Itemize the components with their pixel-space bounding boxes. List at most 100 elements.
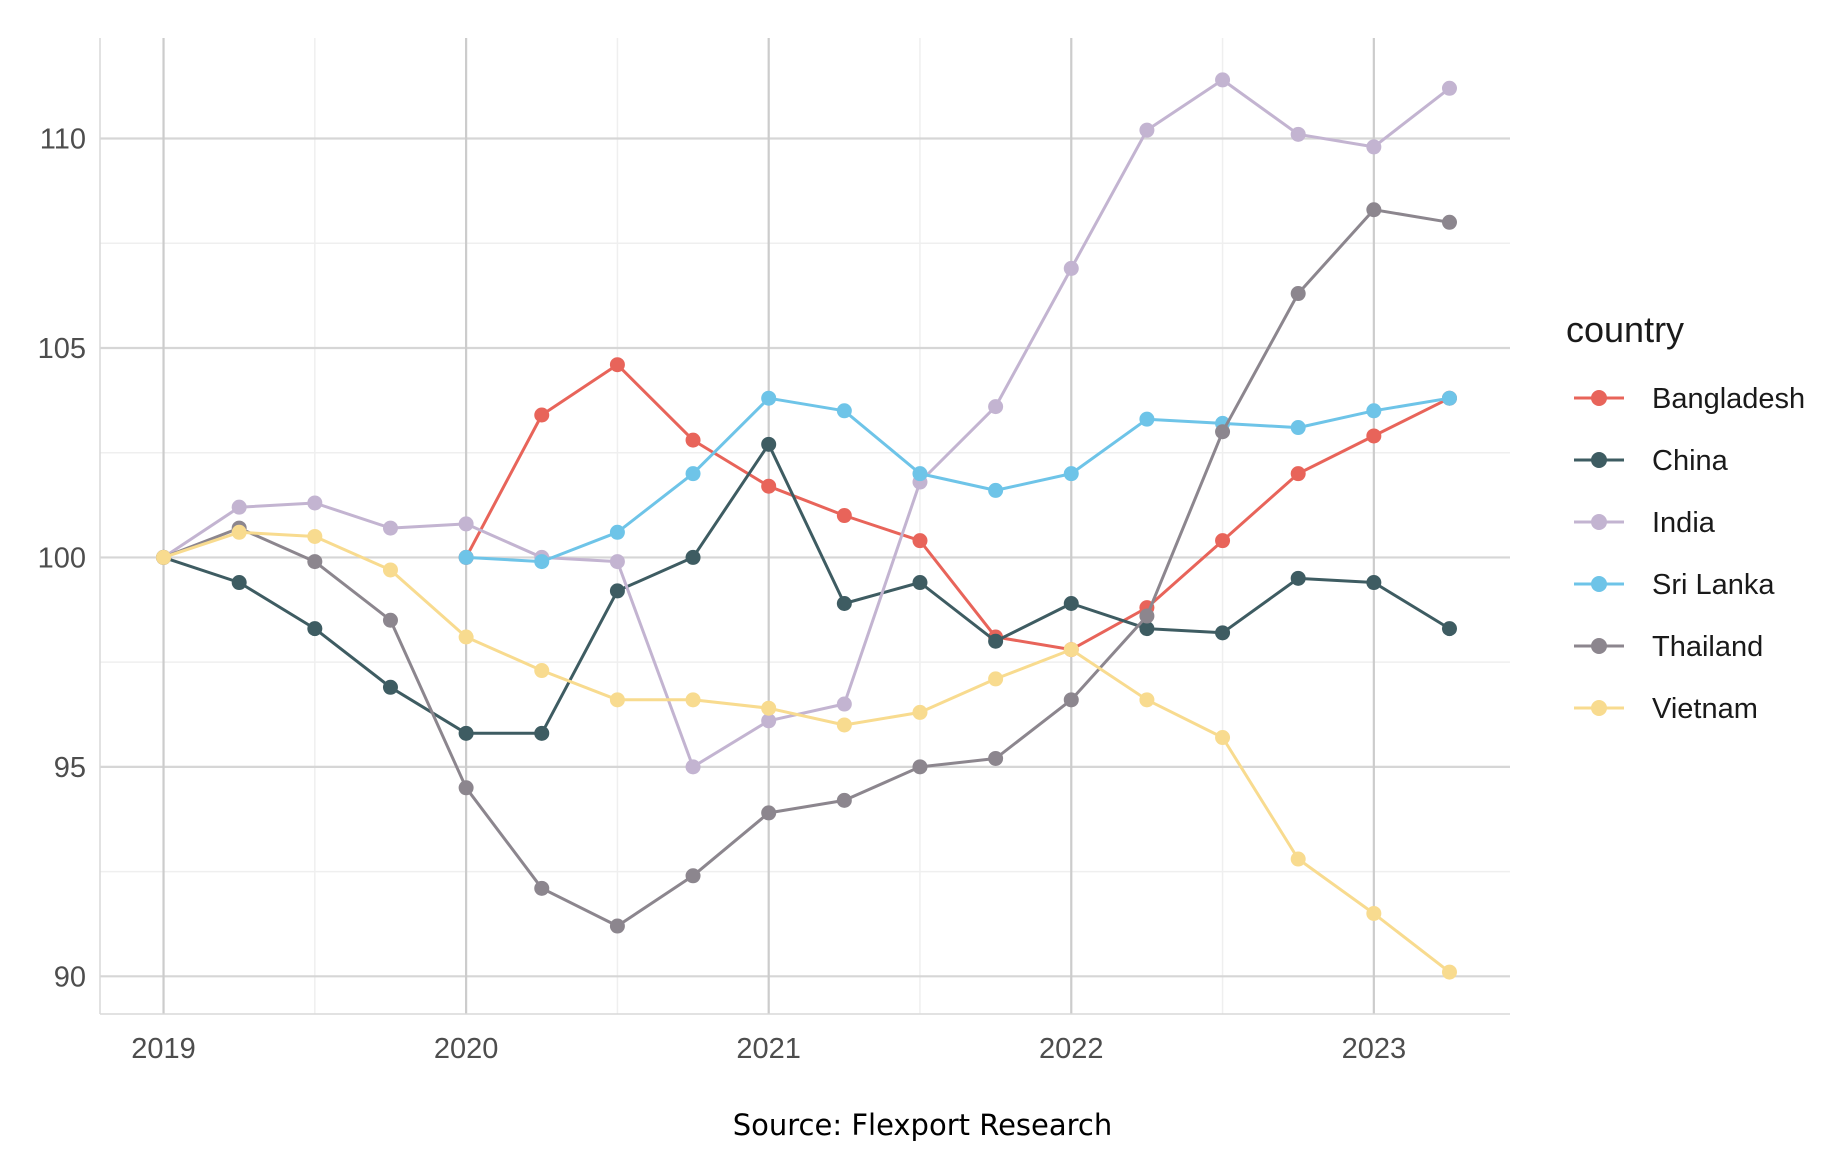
data-point-bangladesh	[1366, 428, 1382, 444]
data-point-thailand	[1139, 608, 1155, 624]
data-point-india	[836, 696, 852, 712]
data-point-sri-lanka	[609, 524, 625, 540]
data-point-vietnam	[1290, 851, 1306, 867]
legend-key-point	[1591, 576, 1607, 592]
data-point-thailand	[534, 880, 550, 896]
data-point-india	[1139, 122, 1155, 138]
x-tick-label: 2021	[736, 1033, 801, 1065]
data-point-china	[1063, 595, 1079, 611]
x-tick-label: 2023	[1342, 1033, 1407, 1065]
data-point-thailand	[1290, 286, 1306, 302]
data-point-bangladesh	[685, 432, 701, 448]
series-line-sri-lanka	[466, 396, 1450, 564]
data-point-india	[1290, 126, 1306, 142]
x-tick-label: 2022	[1039, 1033, 1104, 1065]
data-point-vietnam	[685, 692, 701, 708]
data-point-china	[912, 575, 928, 591]
legend-label-india: India	[1652, 507, 1716, 539]
major-gridlines	[100, 38, 1510, 1014]
data-point-thailand	[1215, 424, 1231, 440]
data-point-vietnam	[458, 629, 474, 645]
data-point-china	[988, 633, 1004, 649]
series-thailand	[156, 202, 1457, 934]
legend-item-india: India	[1574, 507, 1716, 539]
legend-item-china: China	[1574, 445, 1729, 477]
data-point-india	[1441, 80, 1457, 96]
data-point-china	[307, 621, 323, 637]
data-point-bangladesh	[534, 407, 550, 423]
data-point-india	[231, 499, 247, 515]
y-tick-label: 100	[38, 542, 86, 574]
legend-label-bangladesh: Bangladesh	[1652, 383, 1805, 415]
data-point-vietnam	[988, 671, 1004, 687]
y-tick-label: 95	[54, 752, 86, 784]
series-sri-lanka	[458, 390, 1457, 570]
data-point-thailand	[761, 805, 777, 821]
data-point-sri-lanka	[534, 554, 550, 570]
data-point-sri-lanka	[1139, 411, 1155, 427]
data-point-china	[231, 575, 247, 591]
data-point-thailand	[458, 780, 474, 796]
data-point-thailand	[382, 612, 398, 628]
legend-label-sri-lanka: Sri Lanka	[1652, 569, 1775, 601]
data-point-vietnam	[1063, 642, 1079, 658]
data-point-sri-lanka	[1441, 390, 1457, 406]
series-line-china	[163, 442, 1451, 735]
y-tick-label: 105	[38, 333, 86, 365]
data-point-china	[1139, 621, 1155, 637]
data-point-bangladesh	[1215, 533, 1231, 549]
legend-item-sri-lanka: Sri Lanka	[1574, 569, 1775, 601]
legend-title: country	[1566, 309, 1684, 350]
data-point-china	[382, 679, 398, 695]
legend-label-vietnam: Vietnam	[1652, 693, 1758, 725]
series-line-vietnam	[163, 530, 1451, 974]
data-point-sri-lanka	[1063, 466, 1079, 482]
data-point-china	[458, 725, 474, 741]
series-vietnam	[156, 524, 1457, 980]
data-point-sri-lanka	[761, 390, 777, 406]
data-point-india	[1215, 72, 1231, 88]
data-point-china	[836, 595, 852, 611]
legend-label-thailand: Thailand	[1652, 631, 1763, 663]
data-point-sri-lanka	[458, 549, 474, 565]
data-point-vietnam	[534, 663, 550, 679]
legend-key-point	[1591, 514, 1607, 530]
data-point-vietnam	[761, 700, 777, 716]
series-bangladesh	[458, 357, 1457, 658]
data-point-china	[1290, 570, 1306, 586]
data-point-thailand	[836, 792, 852, 808]
series-line-bangladesh	[464, 363, 1451, 652]
legend-label-china: China	[1652, 445, 1729, 477]
x-tick-label: 2019	[131, 1033, 196, 1065]
data-point-thailand	[685, 868, 701, 884]
data-point-vietnam	[609, 692, 625, 708]
y-axis-ticks: 90 95 100 105 110	[38, 124, 86, 994]
data-point-bangladesh	[609, 357, 625, 373]
data-point-china	[534, 725, 550, 741]
data-point-china	[609, 583, 625, 599]
y-tick-label: 110	[40, 124, 86, 156]
data-point-thailand	[307, 554, 323, 570]
series-line-thailand	[162, 208, 1450, 928]
data-point-india	[761, 713, 777, 729]
series-india	[156, 72, 1457, 775]
data-point-india	[685, 759, 701, 775]
data-point-vietnam	[231, 524, 247, 540]
data-point-china	[1366, 575, 1382, 591]
x-axis-ticks: 2019 2020 2021 2022 2023	[131, 1033, 1406, 1065]
data-point-vietnam	[836, 717, 852, 733]
minor-gridlines	[100, 38, 1510, 1014]
data-point-vietnam	[1139, 692, 1155, 708]
data-point-india	[1063, 260, 1079, 276]
legend-key-point	[1591, 638, 1607, 654]
data-point-thailand	[988, 750, 1004, 766]
data-point-vietnam	[156, 549, 172, 565]
data-point-india	[609, 554, 625, 570]
data-point-sri-lanka	[1366, 403, 1382, 419]
data-point-bangladesh	[912, 533, 928, 549]
legend-item-vietnam: Vietnam	[1574, 693, 1758, 725]
x-tick-label: 2020	[434, 1033, 499, 1065]
data-point-bangladesh	[1290, 466, 1306, 482]
data-point-sri-lanka	[912, 466, 928, 482]
series-layer	[156, 72, 1457, 980]
